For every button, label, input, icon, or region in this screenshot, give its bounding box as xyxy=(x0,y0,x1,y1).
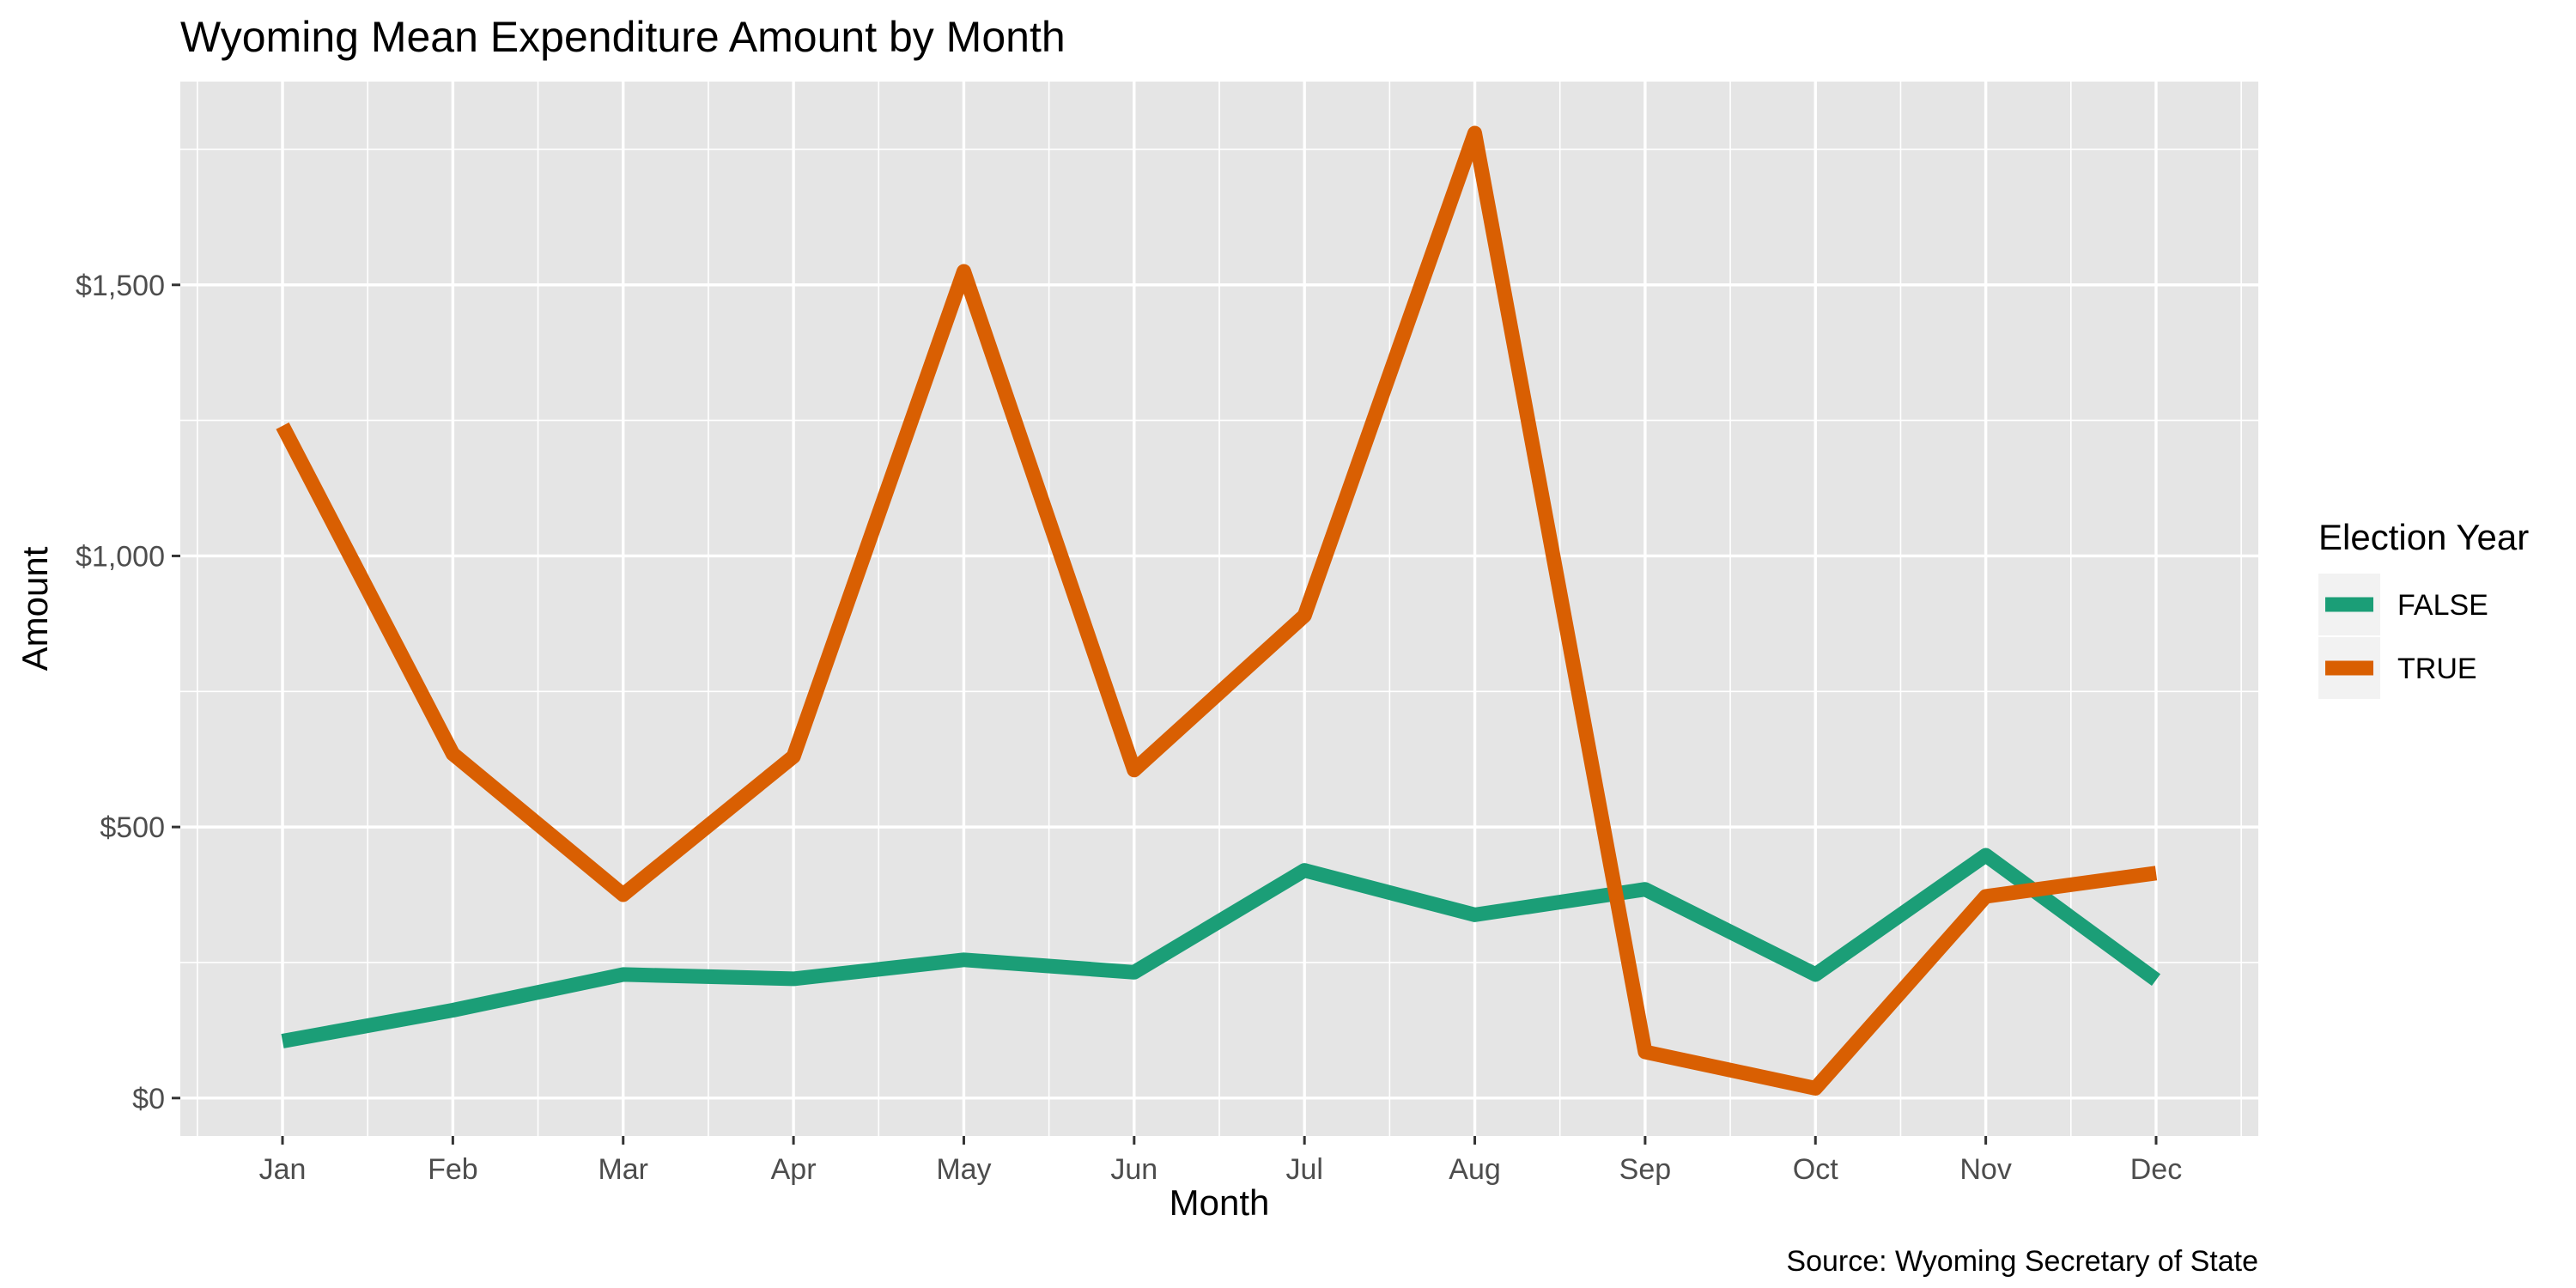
x-axis: Jan Feb Mar Apr May Jun Jul Aug Sep Oct Nov Dec xyxy=(259,1136,2182,1186)
series-lines xyxy=(276,125,2161,1096)
series-line-false xyxy=(281,848,2161,1048)
x-tick-label: Jul xyxy=(1285,1153,1322,1186)
chart-title: Wyoming Mean Expenditure Amount by Month xyxy=(180,13,1066,61)
y-axis-title: Amount xyxy=(15,546,55,671)
legend-label-true: TRUE xyxy=(2397,653,2477,685)
y-tick-label: $1,500 xyxy=(76,270,165,302)
y-axis: $0 $500 $1,000 $1,500 xyxy=(76,270,180,1115)
x-tick-label: Sep xyxy=(1619,1153,1672,1186)
x-tick-label: Nov xyxy=(1959,1153,2011,1186)
x-tick-label: Oct xyxy=(1793,1153,1838,1186)
legend-title: Election Year xyxy=(2318,517,2529,557)
x-tick-label: Mar xyxy=(598,1153,648,1186)
y-tick-label: $0 xyxy=(132,1083,165,1115)
y-tick-label: $500 xyxy=(100,811,165,844)
legend-label-false: FALSE xyxy=(2397,589,2488,622)
x-tick-label: Aug xyxy=(1449,1153,1501,1186)
x-tick-label: Feb xyxy=(428,1153,478,1186)
x-tick-label: Dec xyxy=(2130,1153,2182,1186)
y-tick-label: $1,000 xyxy=(76,540,165,573)
x-tick-label: May xyxy=(936,1153,991,1186)
legend: Election Year FALSE TRUE xyxy=(2318,517,2529,699)
source-caption: Source: Wyoming Secretary of State xyxy=(1786,1245,2258,1278)
x-tick-label: Jan xyxy=(259,1153,307,1186)
x-tick-label: Apr xyxy=(771,1153,817,1186)
x-axis-title: Month xyxy=(1170,1182,1270,1223)
x-tick-label: Jun xyxy=(1110,1153,1157,1186)
series-line-true xyxy=(276,125,2158,1096)
